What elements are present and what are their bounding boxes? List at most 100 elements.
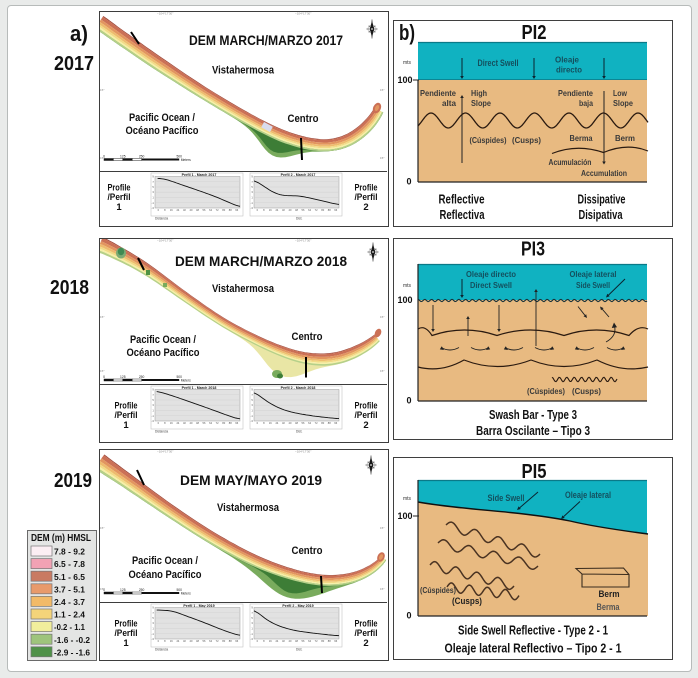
svg-text:48: 48 xyxy=(295,639,298,643)
svg-text:16: 16 xyxy=(269,208,272,212)
svg-text:6.5 - 7.8: 6.5 - 7.8 xyxy=(54,559,85,569)
svg-text:-3: -3 xyxy=(250,637,253,641)
svg-text:Profile: Profile xyxy=(355,401,378,412)
svg-text:Dissipative: Dissipative xyxy=(578,193,626,207)
svg-text:-3: -3 xyxy=(250,419,253,423)
svg-text:High: High xyxy=(471,89,487,98)
svg-text:250: 250 xyxy=(139,588,145,592)
svg-text:9: 9 xyxy=(251,175,253,179)
svg-text:80: 80 xyxy=(321,421,324,425)
svg-text:Meters: Meters xyxy=(181,592,191,596)
svg-text:3: 3 xyxy=(152,621,154,625)
svg-text:96: 96 xyxy=(334,208,337,212)
svg-text:Oleaje lateral Reflectivo – Ti: Oleaje lateral Reflectivo – Tipo 2 - 1 xyxy=(445,642,622,656)
svg-text:Direct Swell: Direct Swell xyxy=(478,58,519,68)
svg-text:a): a) xyxy=(70,21,88,46)
svg-text:0: 0 xyxy=(257,639,259,643)
svg-text:72: 72 xyxy=(216,421,219,425)
svg-text:/Perfil: /Perfil xyxy=(355,628,378,639)
svg-text:PI5: PI5 xyxy=(522,461,547,483)
svg-text:Berm: Berm xyxy=(615,134,635,143)
svg-text:0: 0 xyxy=(158,208,160,212)
svg-text:64: 64 xyxy=(308,639,311,643)
svg-text:−104°17'30": −104°17'30" xyxy=(295,239,311,243)
svg-text:56: 56 xyxy=(203,639,206,643)
svg-text:Side Swell: Side Swell xyxy=(488,493,525,503)
svg-text:0: 0 xyxy=(406,177,411,187)
svg-text:Dist.: Dist. xyxy=(296,217,302,221)
svg-text:Side Swell: Side Swell xyxy=(576,280,610,290)
svg-text:Perfil 2 - March 2018: Perfil 2 - March 2018 xyxy=(281,386,316,390)
svg-text:-2.9 - -1.6: -2.9 - -1.6 xyxy=(54,647,90,657)
svg-text:64: 64 xyxy=(308,208,311,212)
svg-text:64: 64 xyxy=(209,639,212,643)
svg-text:-3: -3 xyxy=(250,206,253,210)
svg-text:(Cúspides): (Cúspides) xyxy=(527,386,565,396)
svg-text:80: 80 xyxy=(222,421,225,425)
svg-text:64: 64 xyxy=(209,421,212,425)
svg-text:5: 5 xyxy=(152,616,154,620)
svg-text:3: 3 xyxy=(251,403,253,407)
svg-text:(Cusps): (Cusps) xyxy=(572,386,601,396)
svg-text:0: 0 xyxy=(158,639,160,643)
svg-text:1: 1 xyxy=(116,202,122,213)
svg-text:/Perfil: /Perfil xyxy=(355,192,378,203)
svg-text:15°: 15° xyxy=(380,587,385,591)
svg-text:5: 5 xyxy=(251,185,253,189)
svg-text:5.1 - 6.5: 5.1 - 6.5 xyxy=(54,572,85,582)
svg-text:Profile: Profile xyxy=(115,401,138,412)
svg-text:Reflective: Reflective xyxy=(439,193,485,207)
svg-text:-1: -1 xyxy=(250,414,253,418)
svg-text:32: 32 xyxy=(282,208,285,212)
svg-text:9: 9 xyxy=(152,606,154,610)
svg-text:-1: -1 xyxy=(250,632,253,636)
svg-text:Slope: Slope xyxy=(613,99,633,108)
svg-text:mts: mts xyxy=(403,283,412,289)
svg-text:56: 56 xyxy=(203,208,206,212)
svg-text:Dist.: Dist. xyxy=(296,648,302,652)
svg-text:3: 3 xyxy=(152,190,154,194)
svg-text:7: 7 xyxy=(251,611,253,615)
svg-text:56: 56 xyxy=(302,421,305,425)
svg-text:15°: 15° xyxy=(100,587,105,591)
svg-text:24: 24 xyxy=(176,421,179,425)
svg-text:-3: -3 xyxy=(151,419,154,423)
svg-text:-1: -1 xyxy=(151,201,154,205)
svg-text:Berma: Berma xyxy=(570,134,593,143)
svg-text:1: 1 xyxy=(152,196,154,200)
svg-text:Oleaje directo: Oleaje directo xyxy=(466,269,516,279)
svg-text:(Cusps): (Cusps) xyxy=(452,596,482,607)
svg-text:DEM (m) HMSL: DEM (m) HMSL xyxy=(31,533,91,544)
svg-text:Perfil 1 - May 2019: Perfil 1 - May 2019 xyxy=(183,604,214,608)
svg-text:Océano Pacífico: Océano Pacífico xyxy=(129,569,202,581)
svg-text:15°: 15° xyxy=(100,526,105,530)
svg-text:Direct Swell: Direct Swell xyxy=(470,280,512,290)
svg-text:1: 1 xyxy=(251,196,253,200)
svg-text:PI2: PI2 xyxy=(522,22,547,44)
svg-text:−104°17'30": −104°17'30" xyxy=(157,239,173,243)
svg-text:40: 40 xyxy=(289,639,292,643)
svg-text:500: 500 xyxy=(176,375,182,379)
svg-text:7: 7 xyxy=(251,393,253,397)
svg-text:40: 40 xyxy=(289,421,292,425)
svg-text:8: 8 xyxy=(263,639,265,643)
svg-text:-0.2 - 1.1: -0.2 - 1.1 xyxy=(54,622,85,632)
svg-text:−104°17'30": −104°17'30" xyxy=(295,450,311,454)
svg-text:mts: mts xyxy=(403,60,412,66)
svg-text:96: 96 xyxy=(334,421,337,425)
svg-text:72: 72 xyxy=(216,639,219,643)
svg-text:80: 80 xyxy=(222,639,225,643)
svg-text:DEM MAY/MAYO 2019: DEM MAY/MAYO 2019 xyxy=(180,472,322,488)
svg-text:250: 250 xyxy=(139,154,145,158)
svg-text:Profile: Profile xyxy=(108,183,131,194)
svg-text:Vistahermosa: Vistahermosa xyxy=(212,283,275,295)
svg-text:32: 32 xyxy=(183,421,186,425)
svg-text:Pacific Ocean /: Pacific Ocean / xyxy=(130,334,196,346)
svg-text:5: 5 xyxy=(251,616,253,620)
svg-text:96: 96 xyxy=(334,639,337,643)
svg-text:Accumulation: Accumulation xyxy=(581,169,627,178)
svg-text:Berma: Berma xyxy=(597,602,621,612)
svg-text:Dist.: Dist. xyxy=(296,430,302,434)
svg-text:0: 0 xyxy=(257,208,259,212)
svg-text:1: 1 xyxy=(123,638,129,649)
